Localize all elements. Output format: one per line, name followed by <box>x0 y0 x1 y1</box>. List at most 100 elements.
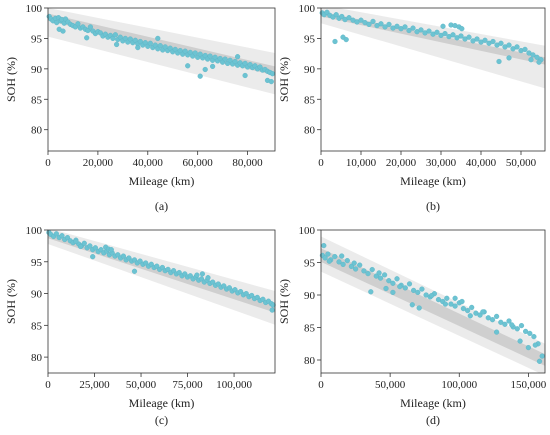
data-point <box>383 285 389 292</box>
data-point <box>242 72 248 79</box>
data-point <box>232 58 238 65</box>
data-point <box>402 285 408 291</box>
data-point <box>73 238 79 245</box>
data-point <box>518 323 525 329</box>
data-point <box>212 54 218 60</box>
confidence-band-inner <box>321 248 545 366</box>
y-tick-label: 85 <box>31 320 43 332</box>
x-tick-label: 80,000 <box>232 157 263 169</box>
data-point <box>416 305 422 311</box>
data-point <box>242 60 248 67</box>
data-point <box>494 329 500 335</box>
y-tick-label: 100 <box>299 3 316 15</box>
data-point <box>269 307 275 313</box>
data-point <box>528 57 534 63</box>
data-point <box>376 270 382 276</box>
data-point <box>377 275 384 281</box>
data-point <box>369 267 375 273</box>
data-point <box>368 289 374 295</box>
data-point <box>185 63 191 69</box>
plot-frame <box>320 229 546 374</box>
x-tick-label: 10,000 <box>346 157 377 169</box>
data-point <box>87 243 93 249</box>
data-point <box>459 298 465 305</box>
data-point <box>207 53 213 59</box>
data-point <box>202 66 208 73</box>
data-point <box>227 57 233 63</box>
data-point <box>370 18 376 25</box>
data-point <box>110 35 116 42</box>
x-axis-title: Mileage (km) <box>400 396 466 410</box>
data-point <box>199 271 206 277</box>
data-point <box>81 240 87 246</box>
y-tick-label: 95 <box>31 257 43 269</box>
data-point <box>192 50 198 56</box>
data-point <box>382 272 388 278</box>
panel-caption: (a) <box>155 199 168 213</box>
data-point <box>415 289 421 296</box>
y-tick-label: 80 <box>31 125 43 137</box>
x-tick-label: 0 <box>318 157 324 169</box>
data-point <box>394 276 400 282</box>
plot-frame <box>320 7 546 152</box>
data-point <box>326 258 332 264</box>
y-tick-label: 90 <box>31 289 43 301</box>
y-tick-label: 80 <box>304 125 316 137</box>
data-point <box>531 334 537 340</box>
x-tick-label: 50,000 <box>126 379 157 391</box>
data-point <box>210 63 216 70</box>
data-point <box>339 13 345 20</box>
x-tick-label: 20,000 <box>83 157 114 169</box>
data-point <box>77 243 84 250</box>
data-point <box>75 21 81 27</box>
data-point <box>268 78 274 85</box>
data-point <box>197 73 203 79</box>
data-point <box>386 21 392 28</box>
data-point <box>365 271 371 277</box>
data-point <box>378 21 384 27</box>
data-point <box>235 54 241 60</box>
data-point <box>120 253 127 259</box>
data-point <box>448 301 454 307</box>
y-tick-label: 100 <box>26 3 43 15</box>
panel-caption: (d) <box>426 413 440 427</box>
x-tick-label: 40,000 <box>466 157 497 169</box>
data-point <box>406 281 413 287</box>
data-point <box>325 251 331 257</box>
data-point <box>394 23 400 29</box>
x-axis-title: Mileage (km) <box>129 396 195 410</box>
data-point <box>187 49 193 56</box>
data-point <box>494 313 500 320</box>
data-point <box>112 32 119 38</box>
data-point <box>321 243 327 249</box>
data-point <box>442 301 449 307</box>
y-tick-label: 80 <box>304 355 316 367</box>
y-tick-label: 90 <box>304 64 316 76</box>
data-point <box>361 268 367 274</box>
data-point <box>131 268 138 274</box>
data-point <box>182 48 188 54</box>
data-point <box>498 40 504 46</box>
x-tick-label: 100,000 <box>441 379 477 391</box>
data-point <box>92 245 99 251</box>
y-tick-label: 85 <box>304 94 316 106</box>
data-point <box>442 30 448 37</box>
plot-frame <box>47 229 276 374</box>
data-point <box>452 303 458 309</box>
data-point <box>269 71 276 77</box>
data-point <box>469 304 475 311</box>
data-point <box>332 38 338 45</box>
data-point <box>172 46 178 53</box>
data-point <box>351 260 357 266</box>
data-point <box>450 32 456 38</box>
data-point <box>348 263 355 270</box>
y-axis-title: SOH (%) <box>4 57 18 102</box>
data-point <box>452 295 458 301</box>
data-point <box>155 35 161 42</box>
data-point <box>490 38 496 45</box>
data-point <box>536 59 542 65</box>
data-point <box>127 36 133 42</box>
data-point <box>87 24 94 30</box>
data-point <box>322 255 328 261</box>
data-point <box>122 35 128 42</box>
